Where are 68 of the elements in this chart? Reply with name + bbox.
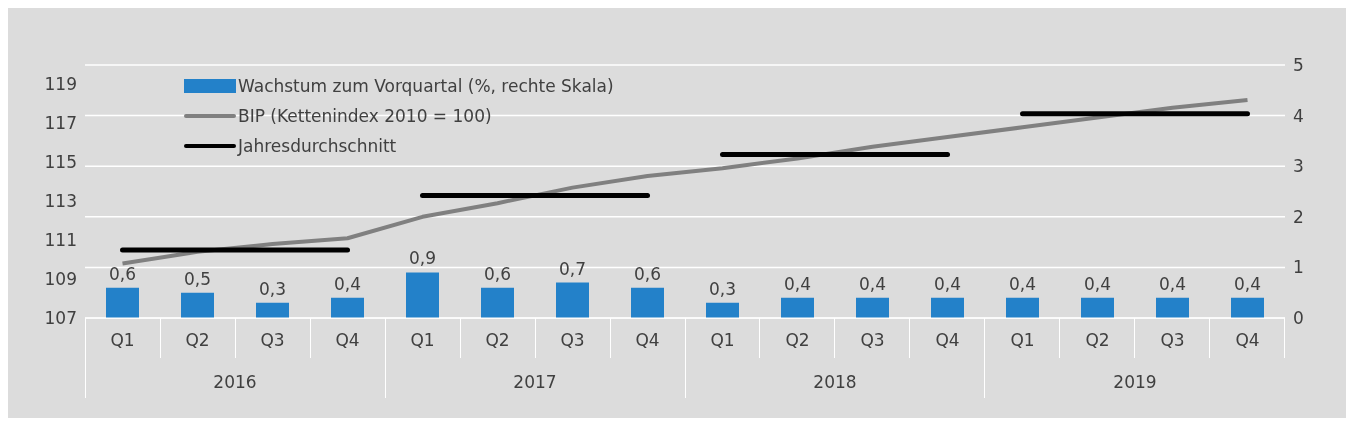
bar: [106, 287, 139, 318]
bar: [256, 302, 289, 318]
text: 2016: [212, 372, 258, 392]
bar: [181, 292, 214, 318]
x-tick-label: Q1: [710, 330, 735, 351]
data-label: 0,6: [108, 263, 137, 284]
y-tick-label: 107: [44, 308, 77, 329]
x-tick-label: Q3: [860, 330, 885, 351]
bar: [856, 297, 889, 318]
x-tick-label: Q1: [110, 330, 135, 351]
data-label: 0,4: [858, 273, 887, 294]
legend-label: BIP (Kettenindex 2010 = 100): [238, 105, 492, 128]
text: 2018: [812, 372, 858, 392]
x-tick-label: Q2: [785, 330, 810, 351]
bar: [781, 297, 814, 318]
y-tick-label: 113: [44, 191, 77, 212]
x-tick-label: Q3: [260, 330, 285, 351]
y2-tick-label: 4: [1293, 105, 1304, 126]
data-label: 0,4: [333, 273, 362, 294]
y2-tick-label: 0: [1293, 308, 1304, 329]
bar: [706, 302, 739, 318]
data-label: 0,4: [1158, 273, 1187, 294]
bar: [1081, 297, 1114, 318]
bar: [406, 272, 439, 318]
text: 2019: [1112, 372, 1158, 392]
bar: [331, 297, 364, 318]
x-tick-label: Q1: [1010, 330, 1035, 351]
x-tick-label: Q4: [935, 330, 960, 351]
data-label: 0,7: [558, 258, 587, 279]
bar: [631, 287, 664, 318]
data-label: 0,3: [708, 278, 737, 299]
x-tick-label: Q2: [185, 330, 210, 351]
y-tick-label: 109: [44, 269, 77, 290]
y-tick-label: 111: [44, 230, 77, 251]
legend-label: Wachstum zum Vorquartal (%, rechte Skala): [238, 75, 614, 98]
bar: [1156, 297, 1189, 318]
bar: [481, 287, 514, 318]
y2-tick-label: 2: [1293, 206, 1304, 227]
x-tick-label: Q3: [1160, 330, 1185, 351]
y-tick-label: 119: [44, 74, 77, 95]
y-tick-label: 115: [44, 152, 77, 173]
legend-label: Jahresdurchschnitt: [238, 135, 397, 158]
bar: [556, 282, 589, 318]
data-label: 0,6: [633, 263, 662, 284]
data-label: 0,5: [183, 268, 212, 289]
data-label: 0,4: [1008, 273, 1037, 294]
x-tick-label: Q1: [410, 330, 435, 351]
text: 2017: [512, 372, 558, 392]
bar: [1231, 297, 1264, 318]
data-label: 0,6: [483, 263, 512, 284]
x-tick-label: Q2: [485, 330, 510, 351]
x-tick-label: Q4: [1235, 330, 1260, 351]
y2-tick-label: 5: [1293, 55, 1304, 76]
data-label: 0,4: [933, 273, 962, 294]
x-tick-label: Q4: [635, 330, 660, 351]
x-tick-label: Q2: [1085, 330, 1110, 351]
data-label: 0,4: [783, 273, 812, 294]
x-tick-label: Q4: [335, 330, 360, 351]
data-label: 0,4: [1083, 273, 1112, 294]
bar: [1006, 297, 1039, 318]
data-label: 0,9: [408, 248, 437, 269]
y2-tick-label: 3: [1293, 156, 1304, 177]
y-tick-label: 117: [44, 113, 77, 134]
y2-tick-label: 1: [1293, 257, 1304, 278]
bar: [931, 297, 964, 318]
data-label: 0,3: [258, 278, 287, 299]
x-tick-label: Q3: [560, 330, 585, 351]
data-label: 0,4: [1233, 273, 1262, 294]
